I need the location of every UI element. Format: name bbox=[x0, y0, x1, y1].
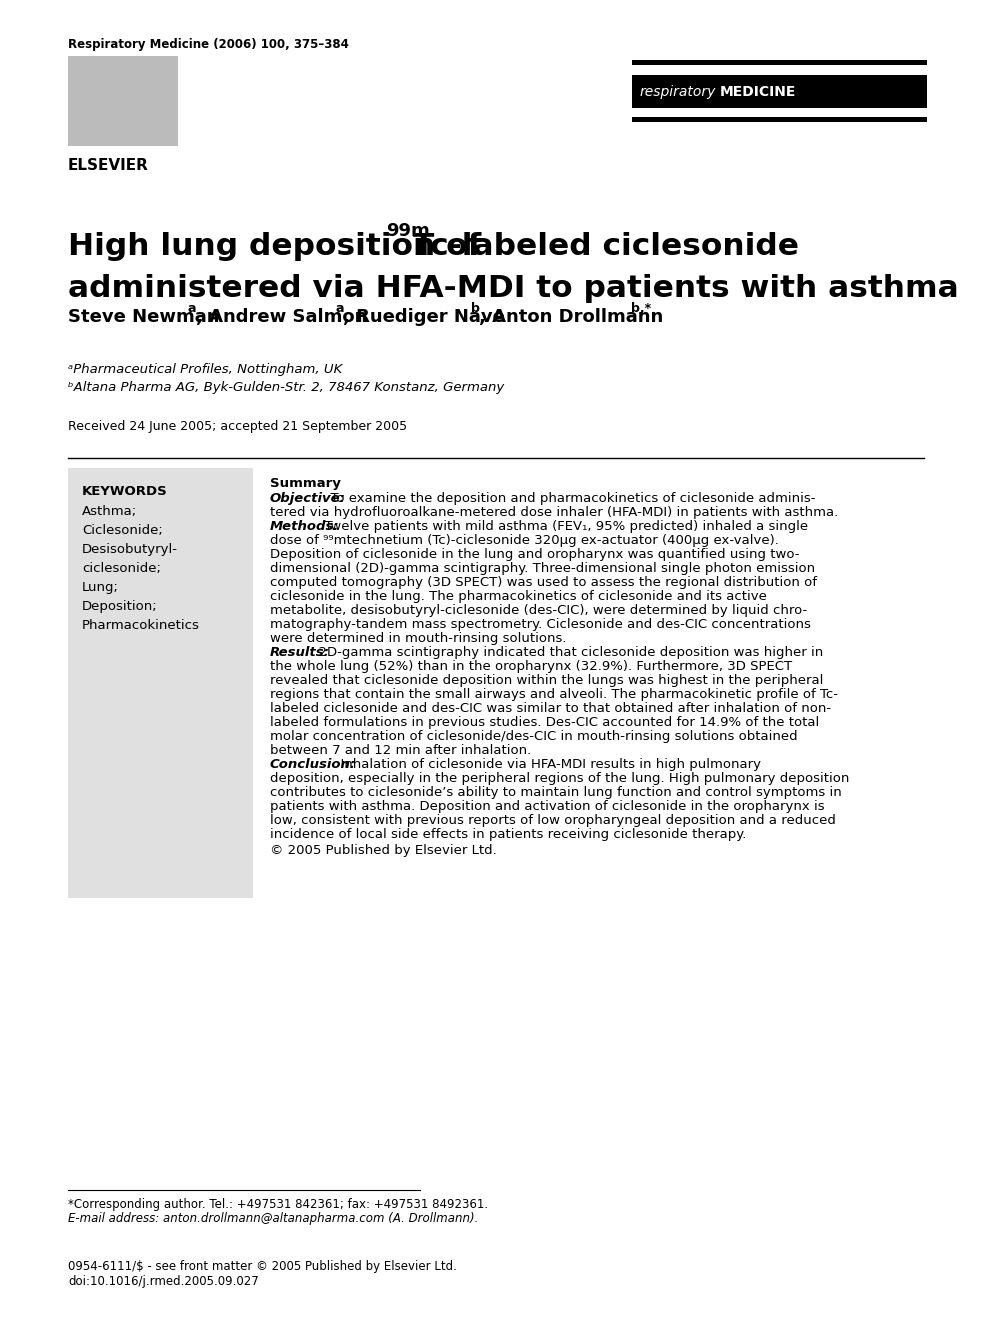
Bar bbox=[632, 60, 927, 65]
Text: © 2005 Published by Elsevier Ltd.: © 2005 Published by Elsevier Ltd. bbox=[270, 844, 497, 857]
Text: between 7 and 12 min after inhalation.: between 7 and 12 min after inhalation. bbox=[270, 744, 532, 757]
Text: Lung;: Lung; bbox=[82, 581, 119, 594]
Text: Conclusion:: Conclusion: bbox=[270, 758, 356, 771]
Text: doi:10.1016/j.rmed.2005.09.027: doi:10.1016/j.rmed.2005.09.027 bbox=[68, 1275, 259, 1289]
Text: respiratory: respiratory bbox=[640, 85, 716, 99]
Text: Results:: Results: bbox=[270, 646, 330, 659]
Text: MEDICINE: MEDICINE bbox=[720, 85, 797, 99]
Text: Desisobutyryl-: Desisobutyryl- bbox=[82, 542, 178, 556]
Text: Objective:: Objective: bbox=[270, 492, 346, 505]
Text: ciclesonide in the lung. The pharmacokinetics of ciclesonide and its active: ciclesonide in the lung. The pharmacokin… bbox=[270, 590, 767, 603]
Text: ᵇAltana Pharma AG, Byk-Gulden-Str. 2, 78467 Konstanz, Germany: ᵇAltana Pharma AG, Byk-Gulden-Str. 2, 78… bbox=[68, 381, 504, 394]
Text: Twelve patients with mild asthma (FEV₁, 95% predicted) inhaled a single: Twelve patients with mild asthma (FEV₁, … bbox=[316, 520, 808, 533]
Text: metabolite, desisobutyryl-ciclesonide (des-CIC), were determined by liquid chro-: metabolite, desisobutyryl-ciclesonide (d… bbox=[270, 605, 807, 617]
Text: Pharmacokinetics: Pharmacokinetics bbox=[82, 619, 199, 632]
Text: a: a bbox=[335, 302, 343, 315]
Text: regions that contain the small airways and alveoli. The pharmacokinetic profile : regions that contain the small airways a… bbox=[270, 688, 838, 701]
Text: Deposition;: Deposition; bbox=[82, 601, 158, 613]
Text: 99m: 99m bbox=[386, 222, 430, 239]
Text: Received 24 June 2005; accepted 21 September 2005: Received 24 June 2005; accepted 21 Septe… bbox=[68, 419, 407, 433]
Bar bbox=[68, 56, 178, 146]
Text: *Corresponding author. Tel.: +497531 842361; fax: +497531 8492361.: *Corresponding author. Tel.: +497531 842… bbox=[68, 1199, 488, 1211]
Text: Ciclesonide;: Ciclesonide; bbox=[82, 524, 163, 537]
Text: molar concentration of ciclesonide/des-CIC in mouth-rinsing solutions obtained: molar concentration of ciclesonide/des-C… bbox=[270, 730, 798, 744]
Text: patients with asthma. Deposition and activation of ciclesonide in the oropharynx: patients with asthma. Deposition and act… bbox=[270, 800, 824, 814]
Text: low, consistent with previous reports of low oropharyngeal deposition and a redu: low, consistent with previous reports of… bbox=[270, 814, 836, 827]
Bar bbox=[68, 468, 253, 898]
Text: 0954-6111/$ - see front matter © 2005 Published by Elsevier Ltd.: 0954-6111/$ - see front matter © 2005 Pu… bbox=[68, 1259, 457, 1273]
Text: Summary: Summary bbox=[270, 478, 341, 490]
Text: , Anton Drollmann: , Anton Drollmann bbox=[479, 308, 664, 325]
Text: , Ruediger Nave: , Ruediger Nave bbox=[343, 308, 505, 325]
Text: To examine the deposition and pharmacokinetics of ciclesonide adminis-: To examine the deposition and pharmacoki… bbox=[322, 492, 815, 505]
Text: , Andrew Salmon: , Andrew Salmon bbox=[196, 308, 367, 325]
Text: ELSEVIER: ELSEVIER bbox=[68, 157, 149, 173]
Text: deposition, especially in the peripheral regions of the lung. High pulmonary dep: deposition, especially in the peripheral… bbox=[270, 773, 849, 785]
Text: contributes to ciclesonide’s ability to maintain lung function and control sympt: contributes to ciclesonide’s ability to … bbox=[270, 786, 842, 799]
Text: computed tomography (3D SPECT) was used to assess the regional distribution of: computed tomography (3D SPECT) was used … bbox=[270, 576, 817, 589]
Text: Tc-labeled ciclesonide: Tc-labeled ciclesonide bbox=[413, 232, 799, 261]
Bar bbox=[632, 75, 927, 108]
Text: labeled ciclesonide and des-CIC was similar to that obtained after inhalation of: labeled ciclesonide and des-CIC was simi… bbox=[270, 703, 831, 714]
Text: tered via hydrofluoroalkane-metered dose inhaler (HFA-MDI) in patients with asth: tered via hydrofluoroalkane-metered dose… bbox=[270, 505, 838, 519]
Text: Deposition of ciclesonide in the lung and oropharynx was quantified using two-: Deposition of ciclesonide in the lung an… bbox=[270, 548, 800, 561]
Text: 2D-gamma scintigraphy indicated that ciclesonide deposition was higher in: 2D-gamma scintigraphy indicated that cic… bbox=[310, 646, 823, 659]
Text: dimensional (2D)-gamma scintigraphy. Three-dimensional single photon emission: dimensional (2D)-gamma scintigraphy. Thr… bbox=[270, 562, 815, 576]
Text: labeled formulations in previous studies. Des-CIC accounted for 14.9% of the tot: labeled formulations in previous studies… bbox=[270, 716, 819, 729]
Text: Steve Newman: Steve Newman bbox=[68, 308, 219, 325]
Text: Respiratory Medicine (2006) 100, 375–384: Respiratory Medicine (2006) 100, 375–384 bbox=[68, 38, 349, 52]
Text: revealed that ciclesonide deposition within the lungs was highest in the periphe: revealed that ciclesonide deposition wit… bbox=[270, 673, 823, 687]
Text: KEYWORDS: KEYWORDS bbox=[82, 486, 168, 497]
Text: a: a bbox=[188, 302, 196, 315]
Text: b: b bbox=[471, 302, 480, 315]
Text: were determined in mouth-rinsing solutions.: were determined in mouth-rinsing solutio… bbox=[270, 632, 566, 646]
Text: ciclesonide;: ciclesonide; bbox=[82, 562, 161, 576]
Text: ᵃPharmaceutical Profiles, Nottingham, UK: ᵃPharmaceutical Profiles, Nottingham, UK bbox=[68, 363, 342, 376]
Text: Asthma;: Asthma; bbox=[82, 505, 137, 519]
Text: High lung deposition of: High lung deposition of bbox=[68, 232, 492, 261]
Text: the whole lung (52%) than in the oropharynx (32.9%). Furthermore, 3D SPECT: the whole lung (52%) than in the orophar… bbox=[270, 660, 793, 673]
Text: Inhalation of ciclesonide via HFA-MDI results in high pulmonary: Inhalation of ciclesonide via HFA-MDI re… bbox=[332, 758, 761, 771]
Text: matography-tandem mass spectrometry. Ciclesonide and des-CIC concentrations: matography-tandem mass spectrometry. Cic… bbox=[270, 618, 810, 631]
Bar bbox=[632, 116, 927, 122]
Text: b,*: b,* bbox=[631, 302, 651, 315]
Text: Methods:: Methods: bbox=[270, 520, 339, 533]
Text: E-mail address: anton.drollmann@altanapharma.com (A. Drollmann).: E-mail address: anton.drollmann@altanaph… bbox=[68, 1212, 478, 1225]
Text: incidence of local side effects in patients receiving ciclesonide therapy.: incidence of local side effects in patie… bbox=[270, 828, 746, 841]
Text: dose of ⁹⁹mtechnetium (Tc)-ciclesonide 320µg ex-actuator (400µg ex-valve).: dose of ⁹⁹mtechnetium (Tc)-ciclesonide 3… bbox=[270, 534, 779, 546]
Text: administered via HFA-MDI to patients with asthma: administered via HFA-MDI to patients wit… bbox=[68, 274, 958, 303]
